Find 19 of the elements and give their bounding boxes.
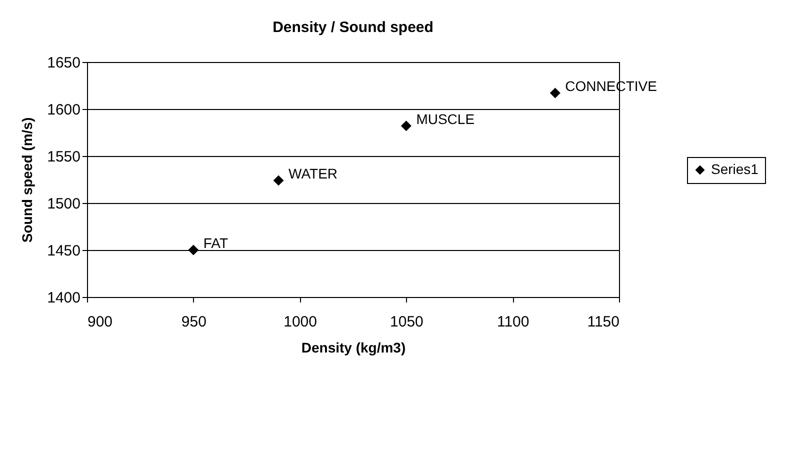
y-tick-label: 1600 [47, 102, 80, 118]
x-tick-label: 1000 [284, 314, 317, 330]
y-tick-label: 1550 [47, 148, 80, 166]
y-tick-label: 1500 [47, 196, 80, 212]
y-tick-label: 1650 [47, 54, 80, 72]
y-tick-label: 1400 [47, 290, 80, 306]
annotation: MUSCLE [416, 110, 475, 127]
annotation: WATER [288, 165, 338, 182]
y-tick-label: 1450 [47, 242, 80, 260]
x-tick-label: 1100 [496, 314, 530, 330]
x-axis-title: Density (kg/m3) [301, 340, 406, 356]
x-tick-label: 950 [181, 314, 206, 330]
x-tick-label: 1150 [587, 314, 620, 330]
legend-label: Series1 [711, 161, 759, 177]
x-tick-label: 1050 [390, 314, 424, 330]
chart-title: Density / Sound speed [272, 19, 434, 36]
y-axis-title: Sound speed (m/s) [19, 117, 36, 243]
x-tick-label: 900 [88, 314, 113, 330]
annotation: FAT [203, 235, 228, 251]
